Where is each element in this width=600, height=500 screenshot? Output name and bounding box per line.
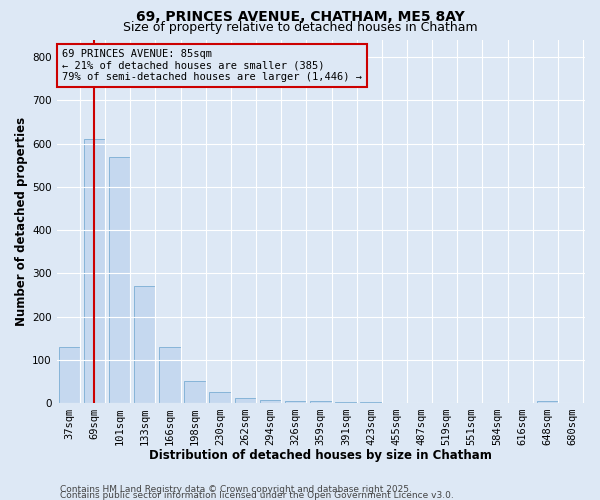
Bar (285, 401, 307, 403)
Bar (134, 286, 155, 403)
Bar (184, 382, 206, 403)
Text: Size of property relative to detached houses in Chatham: Size of property relative to detached ho… (122, 21, 478, 34)
Bar (235, 398, 256, 403)
Text: 69 PRINCES AVENUE: 85sqm
← 21% of detached houses are smaller (385)
79% of semi-: 69 PRINCES AVENUE: 85sqm ← 21% of detach… (62, 49, 362, 82)
Bar (209, 392, 231, 403)
Bar (59, 347, 80, 403)
Bar (260, 400, 281, 403)
Bar (536, 401, 558, 403)
Bar (335, 402, 356, 403)
Bar (361, 402, 382, 403)
Bar (83, 140, 105, 403)
Text: Contains HM Land Registry data © Crown copyright and database right 2025.: Contains HM Land Registry data © Crown c… (60, 485, 412, 494)
Bar (310, 401, 332, 403)
Bar (159, 347, 181, 403)
Bar (109, 156, 130, 403)
Text: 69, PRINCES AVENUE, CHATHAM, ME5 8AY: 69, PRINCES AVENUE, CHATHAM, ME5 8AY (136, 10, 464, 24)
Y-axis label: Number of detached properties: Number of detached properties (15, 117, 28, 326)
X-axis label: Distribution of detached houses by size in Chatham: Distribution of detached houses by size … (149, 450, 492, 462)
Text: Contains public sector information licensed under the Open Government Licence v3: Contains public sector information licen… (60, 492, 454, 500)
